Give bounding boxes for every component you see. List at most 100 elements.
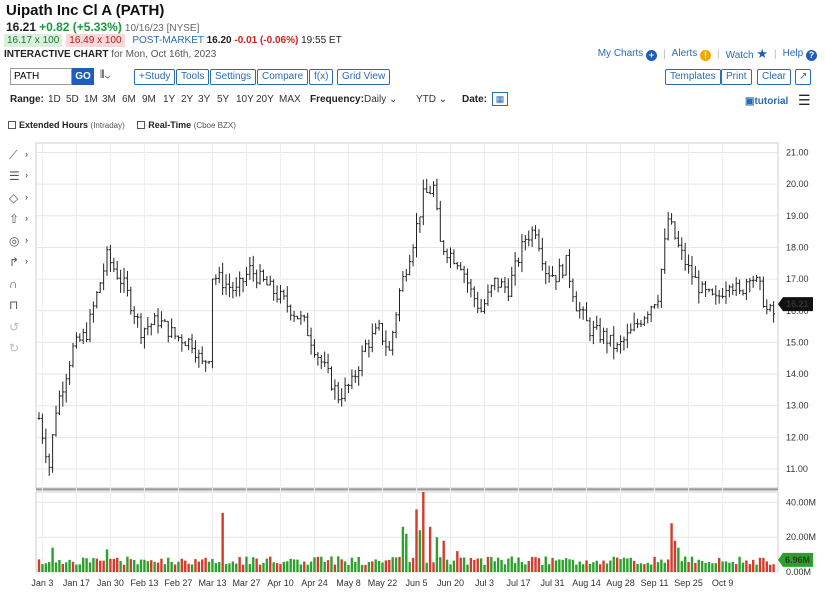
magnet-icon[interactable]: ∩ <box>6 277 34 295</box>
range-1y[interactable]: 1Y <box>163 94 176 105</box>
help-label: Help <box>782 47 804 59</box>
volume-bar <box>337 556 340 572</box>
volume-bar <box>177 561 180 572</box>
eye-icon[interactable]: ◎ › <box>6 234 34 252</box>
volume-bar <box>231 561 235 572</box>
extended-hours-checkbox[interactable]: Extended Hours (Intraday) <box>8 120 125 130</box>
volume-bar <box>762 557 765 572</box>
trendline-icon-glyph: ⟋ <box>9 148 18 162</box>
tutorial-link[interactable]: ▣tutorial <box>745 96 788 107</box>
range-3y[interactable]: 3Y <box>198 94 211 105</box>
range-1m[interactable]: 1M <box>84 94 98 105</box>
measure-icon[interactable]: ↱ › <box>6 255 34 273</box>
range-3m[interactable]: 3M <box>102 94 116 105</box>
volume-bar <box>347 564 350 572</box>
arrow-up-icon[interactable]: ⇧ › <box>6 212 34 230</box>
volume-bar <box>350 557 354 572</box>
volume-bar <box>541 564 544 572</box>
period-select[interactable]: YTD ⌄ <box>416 94 447 105</box>
volume-bar <box>279 564 282 572</box>
volume-bar <box>595 560 598 572</box>
volume-bar <box>330 556 333 572</box>
calendar-icon[interactable]: ▦ <box>492 92 508 106</box>
frequency-select[interactable]: Daily ⌄ <box>364 94 397 105</box>
volume-bar <box>71 561 75 572</box>
star-icon: ★ <box>756 46 769 61</box>
volume-bar <box>663 562 666 572</box>
volume-bar <box>173 564 177 572</box>
lock-icon[interactable]: ⊓ <box>6 298 34 316</box>
chart-type-icon[interactable]: ⫴⌄ <box>100 69 111 81</box>
grid-view-button[interactable]: Grid View <box>337 69 391 85</box>
volume-bar <box>75 564 78 572</box>
range-1d[interactable]: 1D <box>48 94 61 105</box>
templates-button[interactable]: Templates <box>665 69 721 85</box>
volume-bar <box>197 561 201 572</box>
volume-bar <box>364 564 367 572</box>
volume-bar <box>462 557 466 572</box>
volume-bar <box>748 564 751 572</box>
range-9m[interactable]: 9M <box>142 94 156 105</box>
range-label: Range: <box>10 94 44 105</box>
redo-icon[interactable]: ↻ <box>6 341 34 359</box>
range-5d[interactable]: 5D <box>66 94 79 105</box>
volume-bar <box>398 556 401 572</box>
range-5y[interactable]: 5Y <box>217 94 230 105</box>
print-button[interactable]: Print <box>721 69 752 85</box>
volume-bar <box>44 563 48 572</box>
volume-bar <box>486 556 490 572</box>
date-tick-label: Feb 13 <box>130 578 158 588</box>
alerts-link[interactable]: Alerts ! <box>672 48 712 61</box>
clear-button[interactable]: Clear <box>757 69 791 85</box>
divider: | <box>717 48 720 60</box>
volume-bar <box>670 523 673 572</box>
fibonacci-icon[interactable]: ☰ › <box>6 169 34 187</box>
real-time-label: Real-Time <box>148 120 192 130</box>
real-time-checkbox[interactable]: Real-Time (Cboe BZX) <box>137 120 236 130</box>
compare-button[interactable]: Compare <box>257 69 309 85</box>
settings-button[interactable]: Settings <box>210 69 257 85</box>
volume-bar <box>602 560 605 572</box>
watch-label: Watch <box>725 50 754 61</box>
go-button[interactable]: GO <box>72 68 94 85</box>
price-tick-label: 12.00 <box>786 432 809 442</box>
tools-button[interactable]: Tools <box>176 69 210 85</box>
undo-icon[interactable]: ↺ <box>6 320 34 338</box>
volume-bar <box>228 563 231 572</box>
undo-icon-glyph: ↺ <box>9 320 20 334</box>
study-button[interactable]: +Study <box>134 69 176 85</box>
volume-bar <box>483 564 486 572</box>
range-10y[interactable]: 10Y <box>236 94 254 105</box>
my-charts-link[interactable]: My Charts + <box>598 48 658 61</box>
volume-bar <box>184 560 187 572</box>
watch-link[interactable]: Watch ★ <box>726 46 768 62</box>
shape-icon[interactable]: ◇ › <box>6 191 34 209</box>
volume-bar <box>581 564 585 572</box>
volume-bar <box>252 557 255 572</box>
menu-icon[interactable]: ☰ <box>798 92 811 108</box>
volume-bar <box>303 561 306 572</box>
date-tick-label: Jul 31 <box>541 578 565 588</box>
volume-bar <box>394 557 398 572</box>
symbol-input[interactable] <box>10 68 72 85</box>
expand-icon[interactable]: ↗ <box>795 69 812 85</box>
range-2y[interactable]: 2Y <box>181 94 194 105</box>
range-6m[interactable]: 6M <box>122 94 136 105</box>
volume-bar <box>371 561 374 572</box>
fx-button[interactable]: f(x) <box>309 69 334 85</box>
measure-icon-glyph: ↱ <box>9 255 20 269</box>
volume-bar <box>456 551 459 572</box>
frequency-value: Daily <box>364 94 387 105</box>
volume-bar <box>473 560 476 572</box>
range-20y[interactable]: 20Y <box>256 94 274 105</box>
range-max[interactable]: MAX <box>279 94 301 105</box>
help-link[interactable]: Help ? <box>783 48 817 61</box>
volume-bar <box>201 559 204 572</box>
trendline-icon[interactable]: ⟋ › <box>6 148 34 166</box>
top-links: My Charts + | Alerts ! | Watch ★ | Help … <box>598 46 817 62</box>
divider: | <box>774 48 777 60</box>
volume-bar <box>265 558 269 572</box>
volume-bar <box>299 564 303 572</box>
post-market-change: -0.01 (-0.06%) <box>234 35 299 46</box>
